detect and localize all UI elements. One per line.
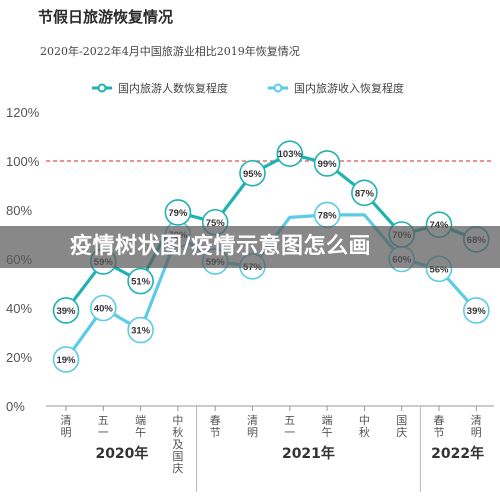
data-label-s1: 87% (355, 188, 375, 199)
data-point-s1 (164, 199, 192, 226)
data-label-s1: 39% (56, 306, 76, 317)
data-point-s2 (462, 297, 490, 324)
y-tick-label: 0% (6, 399, 25, 414)
data-label-s2: 78% (318, 210, 338, 221)
y-tick-label: 120% (6, 105, 40, 120)
data-point-s2 (52, 346, 80, 373)
year-group-label: 2022年 (431, 445, 484, 462)
data-label-s1: 79% (168, 208, 188, 219)
x-tick-label: 端午 (135, 414, 146, 439)
data-label-s1: 95% (243, 169, 263, 180)
x-tick-label: 五一 (284, 414, 295, 439)
data-label-s2: 31% (131, 326, 151, 337)
data-label-s2: 39% (467, 306, 487, 317)
chart-title: 节假日旅游恢复情况 (38, 8, 174, 26)
year-group-label: 2020年 (95, 445, 148, 462)
data-point-s1 (313, 150, 341, 177)
data-label-s1: 74% (429, 220, 449, 231)
x-tick-label: 端午 (322, 414, 333, 439)
data-label-s1: 75% (206, 218, 226, 229)
data-label-s2: 40% (94, 304, 114, 315)
data-point-s1 (127, 267, 154, 295)
legend-label-2: 国内旅游收入恢复程度 (294, 81, 404, 95)
x-tick-label: 国庆 (396, 414, 407, 439)
x-tick-label: 春节 (434, 414, 445, 439)
x-tick-label: 春节 (210, 414, 221, 439)
x-tick-label: 清明 (247, 414, 258, 439)
x-tick-label: 中秋及国庆 (172, 414, 183, 475)
data-label-s2: 19% (56, 355, 76, 366)
data-point-s2 (127, 316, 154, 344)
y-tick-label: 40% (6, 301, 32, 316)
banner-text: 疫情树状图/疫情示意图怎么画 (70, 234, 372, 259)
legend-marker-2 (273, 83, 283, 93)
y-tick-label: 80% (6, 203, 32, 218)
x-tick-label: 中秋 (359, 414, 370, 439)
x-tick-label: 清明 (471, 414, 482, 439)
y-tick-label: 20% (6, 350, 32, 365)
data-point-s1 (52, 297, 80, 324)
chart-subtitle: 2020年-2022年4月中国旅游业相比2019年恢复情况 (40, 45, 300, 58)
data-point-s1 (351, 179, 378, 207)
data-point-s1 (239, 159, 266, 187)
year-group-label: 2021年 (282, 445, 335, 462)
legend-marker-1 (97, 83, 107, 93)
y-tick-label: 100% (6, 154, 40, 169)
data-point-s2 (90, 294, 117, 322)
overlay-banner: 疫情树状图/疫情示意图怎么画 (0, 226, 500, 268)
data-label-s1: 103% (278, 149, 303, 160)
data-point-s1 (276, 140, 304, 167)
data-label-s1: 51% (131, 277, 151, 288)
legend-label-1: 国内旅游人数恢复程度 (118, 81, 228, 95)
data-label-s2: 56% (429, 264, 449, 275)
x-tick-label: 五一 (98, 414, 109, 439)
data-label-s1: 99% (318, 159, 338, 170)
x-tick-label: 清明 (61, 414, 72, 439)
